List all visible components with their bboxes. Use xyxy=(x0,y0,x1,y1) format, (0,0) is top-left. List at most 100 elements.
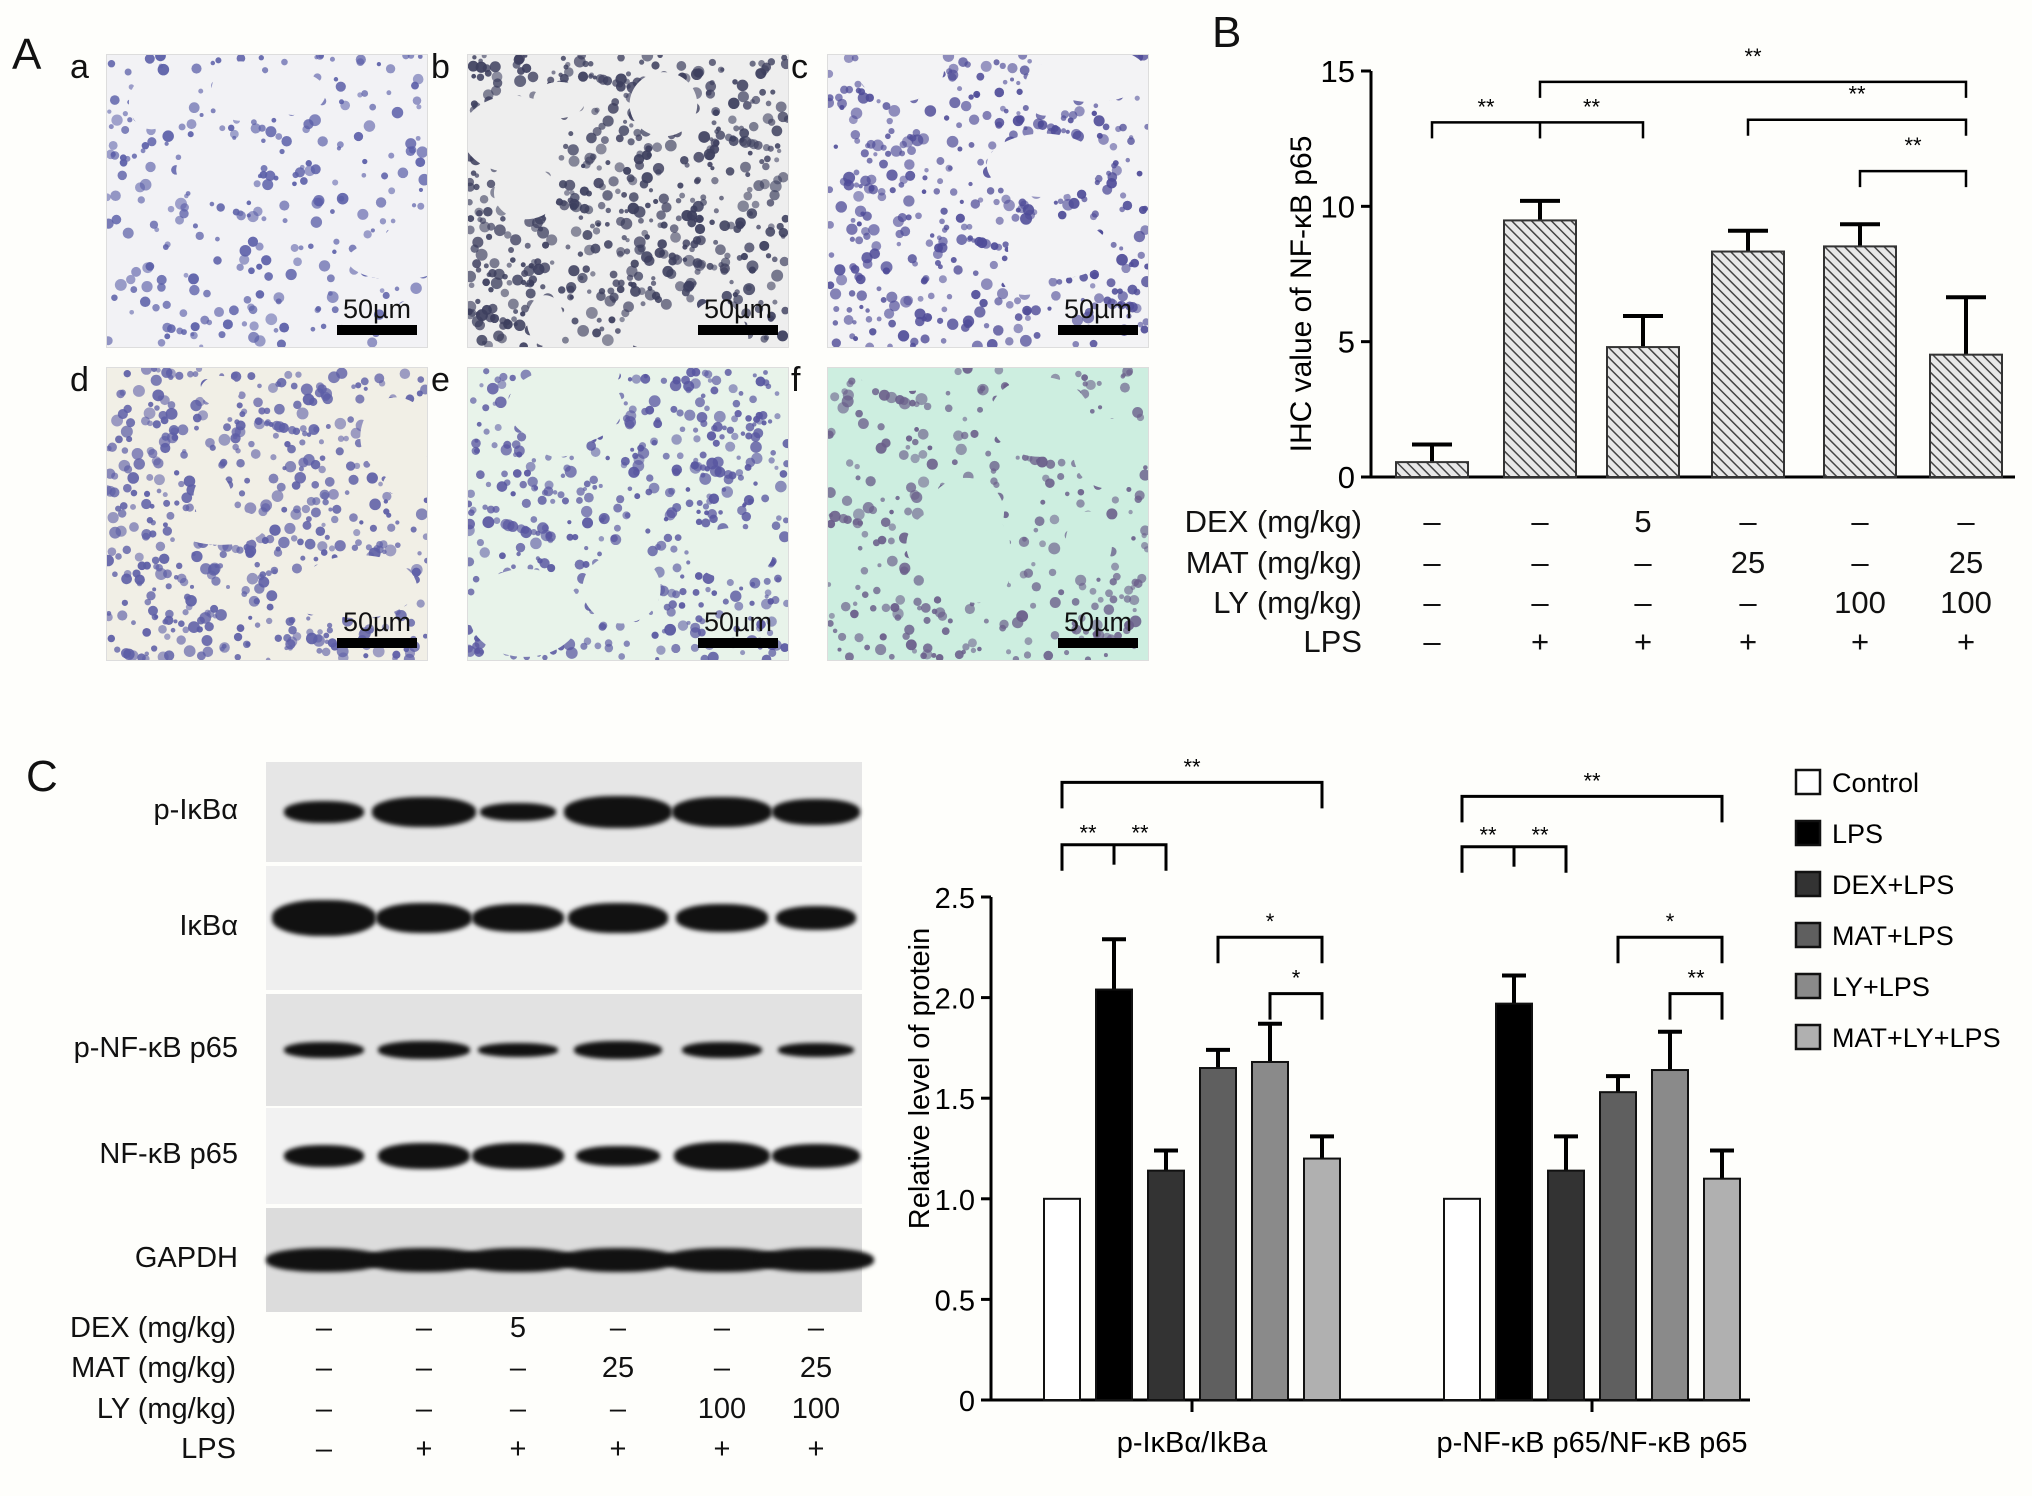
protein-band xyxy=(772,799,860,825)
micrograph-sublabel: d xyxy=(70,361,89,399)
condition-cell: – xyxy=(1851,504,1869,539)
scale-bar-label: 50µm xyxy=(1063,294,1133,324)
condition-cell: – xyxy=(609,1312,627,1344)
condition-cell: – xyxy=(415,1352,433,1384)
scale-bar-label: 50µm xyxy=(1063,607,1133,637)
svg-text:**: ** xyxy=(1848,82,1866,107)
protein-band xyxy=(682,1042,762,1058)
ihc-bar-chart: 0 5 10 15 IHC value of NF-κB p65 ** ** ** ** ** xyxy=(1285,44,2015,495)
condition-cell: 100 xyxy=(697,1393,747,1425)
protein-band xyxy=(674,1142,770,1170)
blot-strip xyxy=(266,1208,874,1312)
condition-row-label: MAT (mg/kg) xyxy=(71,1352,236,1384)
protein-band xyxy=(574,1041,662,1059)
svg-text:**: ** xyxy=(1583,94,1601,119)
blot-row-label: p-NF-κB p65 xyxy=(73,1032,238,1064)
scale-bar: 50µm xyxy=(698,296,778,335)
svg-text:**: ** xyxy=(1583,768,1601,793)
condition-cell: + xyxy=(1633,624,1653,659)
condition-cell: 100 xyxy=(1940,585,1992,620)
scale-bar-line xyxy=(698,325,778,335)
condition-row-label: LPS xyxy=(181,1433,236,1465)
svg-text:**: ** xyxy=(1479,823,1497,848)
protein-band xyxy=(576,1146,660,1166)
protein-band xyxy=(378,1041,470,1059)
protein-band xyxy=(672,797,772,827)
condition-cell: – xyxy=(1423,585,1441,620)
svg-text:DEX+LPS: DEX+LPS xyxy=(1832,870,1954,900)
svg-text:*: * xyxy=(1266,909,1275,934)
condition-cell: – xyxy=(1634,585,1652,620)
blot-row-label: NF-κB p65 xyxy=(99,1138,238,1170)
svg-text:IHC value of NF-κB p65: IHC value of NF-κB p65 xyxy=(1285,136,1318,453)
condition-cell: 5 xyxy=(1634,504,1652,539)
protein-band xyxy=(568,903,668,933)
protein-band xyxy=(460,1248,576,1272)
condition-cell: – xyxy=(713,1312,731,1344)
condition-cell: 5 xyxy=(509,1312,527,1344)
protein-band xyxy=(472,1143,564,1169)
svg-text:10: 10 xyxy=(1321,189,1355,224)
svg-text:**: ** xyxy=(1477,94,1495,119)
condition-cell: 100 xyxy=(1834,585,1886,620)
condition-row-label: LY (mg/kg) xyxy=(96,1393,236,1425)
condition-cell: – xyxy=(509,1393,527,1425)
svg-text:LPS: LPS xyxy=(1832,819,1883,849)
svg-text:MAT+LY+LPS: MAT+LY+LPS xyxy=(1832,1023,2001,1053)
condition-cell: 25 xyxy=(1730,545,1766,580)
condition-cell: – xyxy=(1851,545,1869,580)
scale-bar: 50µm xyxy=(337,296,417,335)
svg-text:MAT+LPS: MAT+LPS xyxy=(1832,921,1954,951)
lung-tissue-micrograph: 50µm xyxy=(106,54,428,348)
condition-cell: – xyxy=(1531,585,1549,620)
micrograph-sublabel: b xyxy=(431,48,450,86)
condition-cell: – xyxy=(315,1433,333,1465)
condition-cell: 25 xyxy=(799,1352,833,1384)
protein-band xyxy=(676,904,768,932)
micrograph-sublabel: f xyxy=(791,361,801,399)
condition-cell: – xyxy=(1531,545,1549,580)
condition-row-label: DEX (mg/kg) xyxy=(1184,504,1362,539)
panel-b-label: B xyxy=(1212,8,1242,57)
protein-band xyxy=(378,1143,470,1169)
svg-text:Relative level of protein: Relative level of protein xyxy=(904,928,936,1229)
protein-band xyxy=(376,903,472,933)
svg-text:**: ** xyxy=(1131,821,1149,846)
protein-band xyxy=(776,906,856,930)
svg-text:LY+LPS: LY+LPS xyxy=(1832,972,1930,1002)
scale-bar-label: 50µm xyxy=(703,294,773,324)
condition-cell: – xyxy=(1957,504,1975,539)
protein-band xyxy=(284,1145,364,1167)
svg-text:**: ** xyxy=(1744,44,1762,69)
svg-text:0.5: 0.5 xyxy=(935,1285,975,1317)
condition-row-label: LPS xyxy=(1303,624,1362,659)
scale-bar-line xyxy=(1058,638,1138,648)
micrograph-sublabel: c xyxy=(791,48,808,86)
protein-band xyxy=(778,1043,854,1057)
panel-a-label: A xyxy=(12,30,42,79)
protein-band xyxy=(480,803,556,821)
svg-text:5: 5 xyxy=(1338,325,1355,360)
scale-bar: 50µm xyxy=(1058,609,1138,648)
blot-strip xyxy=(266,994,862,1106)
condition-cell: + xyxy=(415,1433,433,1465)
scale-bar-line xyxy=(1058,325,1138,335)
protein-band xyxy=(758,1248,874,1272)
svg-text:*: * xyxy=(1292,966,1301,991)
condition-cell: – xyxy=(1634,545,1652,580)
condition-cell: – xyxy=(807,1312,825,1344)
scale-bar-line xyxy=(337,325,417,335)
condition-cell: – xyxy=(1423,624,1441,659)
condition-cell: – xyxy=(509,1352,527,1384)
protein-band xyxy=(284,801,364,823)
micrograph-sublabel: e xyxy=(431,361,450,399)
svg-text:**: ** xyxy=(1904,133,1922,158)
condition-cell: – xyxy=(609,1393,627,1425)
protein-band xyxy=(272,900,376,936)
scale-bar: 50µm xyxy=(337,609,417,648)
protein-band xyxy=(284,1042,364,1058)
lung-tissue-micrograph: 50µm xyxy=(106,367,428,661)
blot-row-label: p-IκBα xyxy=(153,794,238,826)
lung-tissue-micrograph: 50µm xyxy=(827,367,1149,661)
svg-text:Control: Control xyxy=(1832,768,1919,798)
